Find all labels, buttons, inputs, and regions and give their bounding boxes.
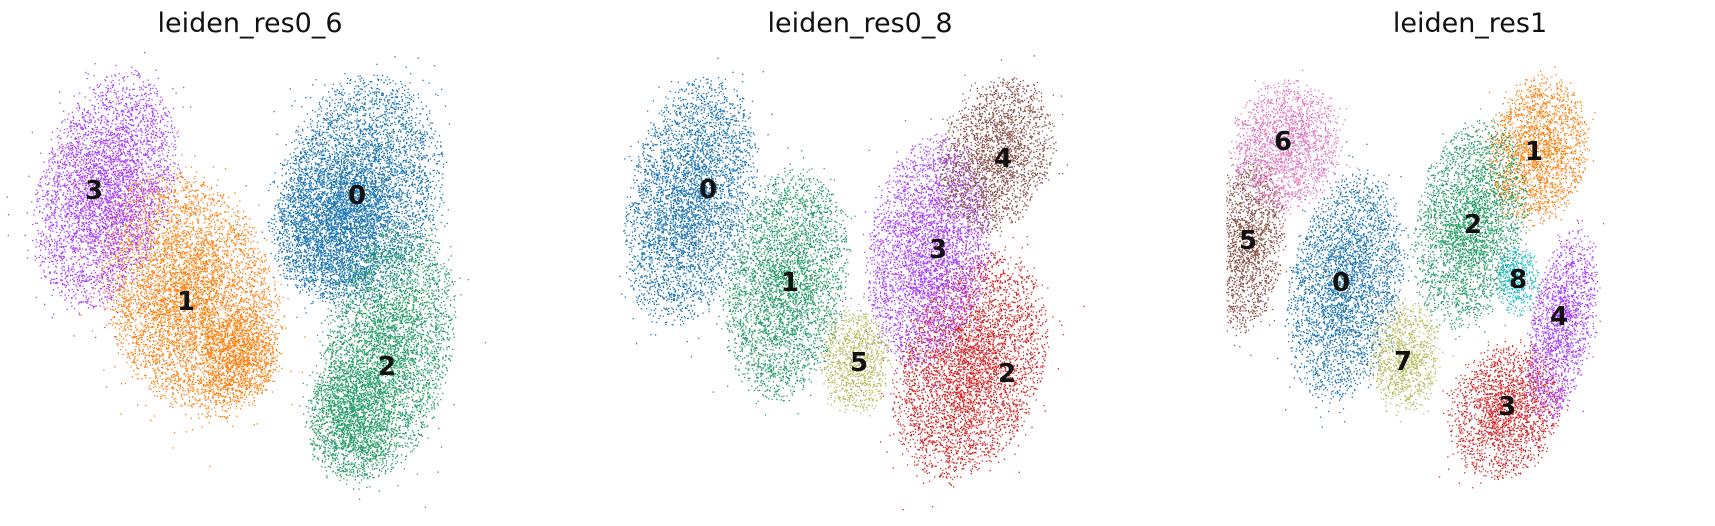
- cluster-label-3: 3: [929, 235, 947, 265]
- cluster-label-7: 7: [1394, 347, 1412, 377]
- cluster-label-4: 4: [1550, 302, 1568, 332]
- cluster-4-points: [1522, 220, 1605, 446]
- cluster-label-1: 1: [177, 287, 195, 317]
- cluster-label-2: 2: [378, 352, 396, 382]
- cluster-label-5: 5: [850, 348, 868, 378]
- cluster-label-3: 3: [1498, 392, 1516, 422]
- cluster-label-6: 6: [1274, 127, 1292, 157]
- scatter-plot: 0 1 2 3 4 5: [610, 0, 1110, 526]
- cluster-label-5: 5: [1239, 226, 1257, 256]
- cluster-label-2: 2: [998, 359, 1016, 389]
- cluster-label-2: 2: [1464, 210, 1482, 240]
- cluster-label-1: 1: [1525, 137, 1543, 167]
- cluster-label-1: 1: [781, 268, 799, 298]
- cluster-label-8: 8: [1509, 265, 1527, 295]
- cluster-points-layer: [7, 52, 487, 508]
- cluster-points-layer: [619, 55, 1084, 510]
- cluster-label-0: 0: [1332, 268, 1350, 298]
- scatter-plot: 0 1 2 3: [0, 0, 500, 526]
- cluster-label-4: 4: [994, 144, 1012, 174]
- cluster-0-points: [619, 58, 791, 358]
- scatter-plot: 0 1 2 3 4 5 6 7 8: [1225, 0, 1715, 526]
- cluster-label-0: 0: [699, 175, 717, 205]
- cluster-label-0: 0: [348, 181, 366, 211]
- cluster-label-3: 3: [85, 176, 103, 206]
